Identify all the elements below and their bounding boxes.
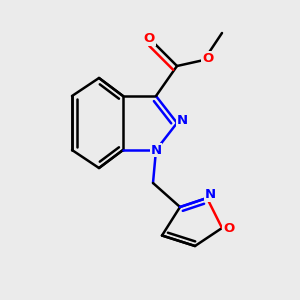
Text: O: O [144, 32, 155, 46]
Text: O: O [223, 222, 234, 235]
Text: N: N [177, 114, 188, 127]
Text: N: N [150, 143, 162, 157]
Text: N: N [204, 188, 216, 202]
Text: O: O [202, 52, 213, 65]
